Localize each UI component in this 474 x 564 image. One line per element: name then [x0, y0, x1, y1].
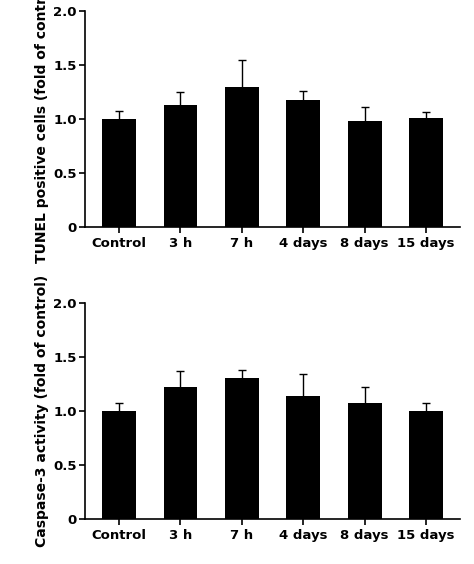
Bar	[286, 396, 320, 519]
Bar	[286, 100, 320, 227]
Bar	[225, 87, 259, 227]
Bar	[102, 119, 136, 227]
Bar	[164, 387, 197, 519]
Bar	[348, 121, 382, 227]
Bar	[409, 118, 443, 227]
Bar	[225, 378, 259, 519]
Bar	[409, 411, 443, 519]
Bar	[102, 411, 136, 519]
Bar	[164, 105, 197, 227]
Y-axis label: TUNEL positive cells (fold of control): TUNEL positive cells (fold of control)	[36, 0, 49, 263]
Bar	[348, 403, 382, 519]
Y-axis label: Caspase-3 activity (fold of control): Caspase-3 activity (fold of control)	[36, 275, 49, 547]
